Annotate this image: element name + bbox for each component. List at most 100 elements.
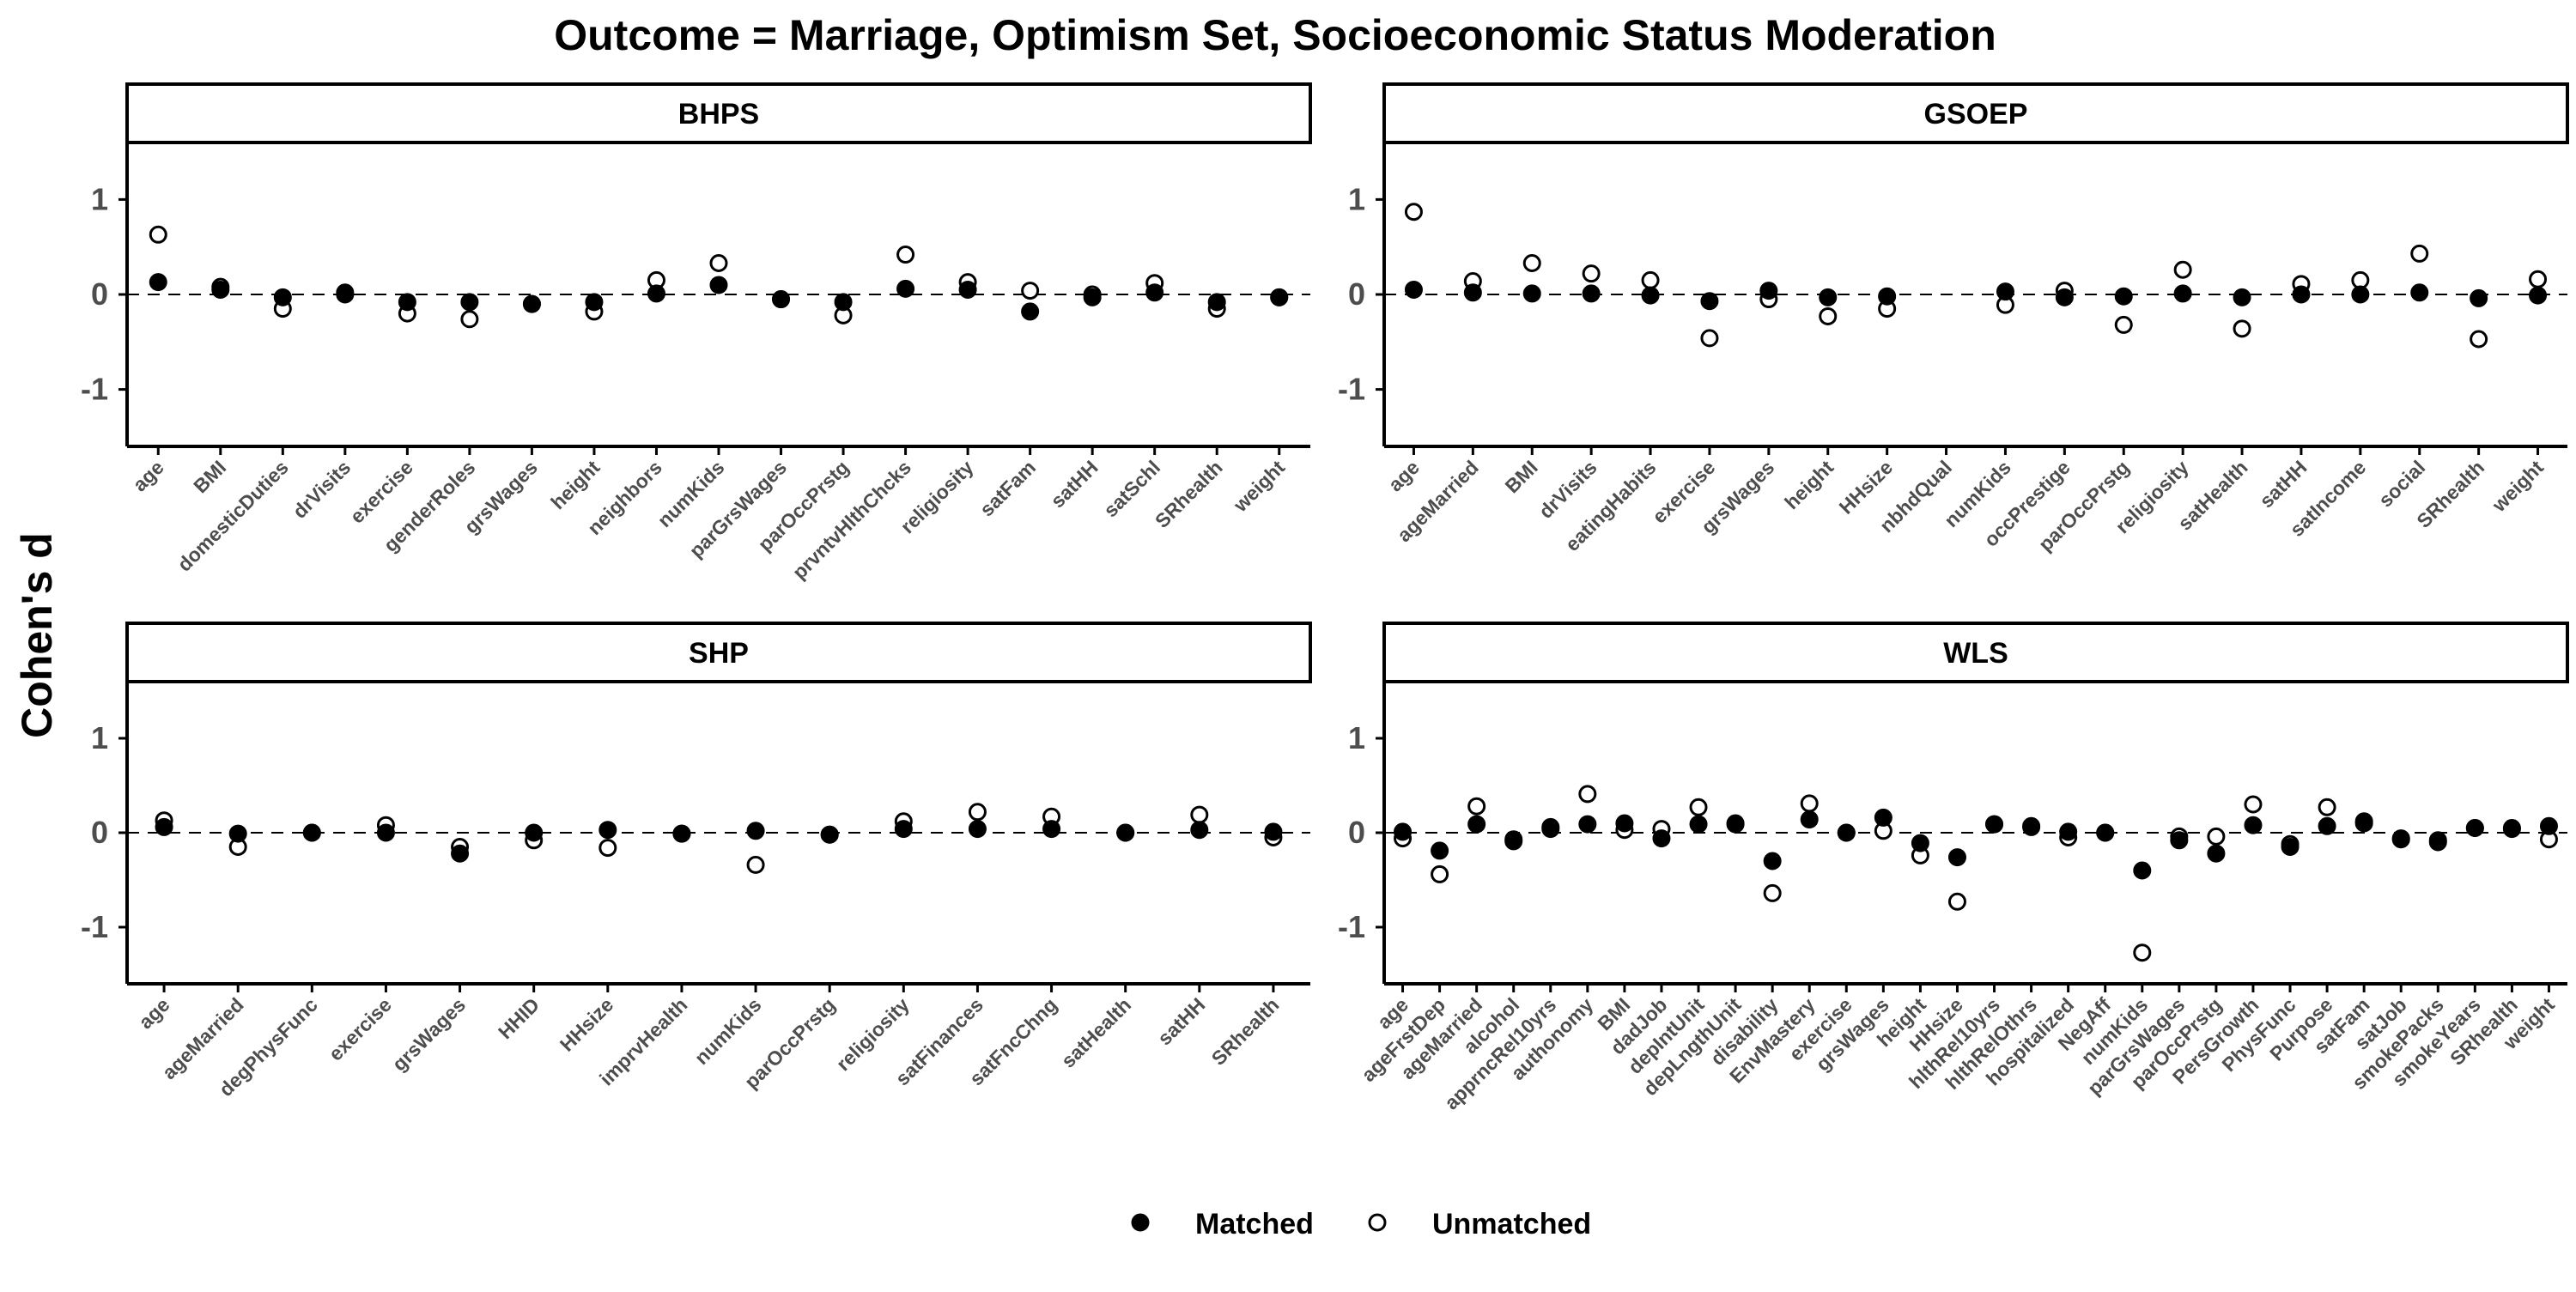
unmatched-point [2470, 330, 2488, 349]
matched-point [1763, 852, 1782, 870]
x-tick-label: SRhealth [1151, 456, 1227, 532]
matched-point [525, 823, 544, 842]
y-tick-label: 0 [1348, 815, 1365, 850]
x-tick-label: age [1384, 456, 1424, 495]
matched-point [1759, 282, 1778, 300]
x-tick-label: satHH [1046, 456, 1102, 512]
y-tick-label: 1 [1348, 181, 1365, 216]
matched-point [1541, 820, 1560, 839]
x-tick-label: prvntvHlthChcks [788, 456, 916, 584]
unmatched-point [896, 246, 915, 264]
unmatched-point [1947, 892, 1966, 911]
matched-point [820, 825, 839, 844]
matched-point [746, 822, 765, 840]
x-tick-label: numKids [690, 993, 766, 1069]
matched-point [894, 820, 913, 839]
x-tick-label: age [134, 993, 173, 1033]
matched-point [460, 293, 479, 312]
unmatched-point [1021, 282, 1040, 300]
unmatched-point [1641, 270, 1660, 289]
unmatched-point [1467, 797, 1486, 816]
matched-point [1947, 848, 1966, 867]
matched-point [2465, 819, 2484, 837]
matched-point [2292, 285, 2311, 304]
unmatched-point [460, 310, 479, 329]
y-tick-label: 0 [91, 276, 108, 312]
unmatched-point [968, 803, 987, 822]
matched-point [1083, 288, 1102, 306]
matched-point [958, 280, 977, 299]
unmatched-point [1700, 329, 1719, 348]
matched-point [1819, 288, 1838, 306]
unmatched-point [1578, 785, 1597, 804]
matched-point [1700, 292, 1719, 311]
matched-point [2318, 816, 2336, 835]
matched-point [155, 817, 173, 836]
matched-point [273, 288, 292, 306]
matched-point [1264, 822, 1283, 841]
matched-point [2233, 288, 2251, 306]
x-tick-label: satFam [975, 456, 1040, 520]
x-tick-label: HHID [494, 993, 544, 1043]
matched-point [1504, 832, 1523, 851]
y-tick-label: -1 [1338, 372, 1365, 407]
matched-point [2096, 823, 2115, 842]
unmatched-point [709, 253, 728, 272]
matched-point [2502, 820, 2521, 839]
unmatched-point [1800, 794, 1819, 813]
y-tick-label: 1 [91, 181, 108, 216]
matched-point [2022, 816, 2041, 835]
y-tick-label: 0 [91, 815, 108, 850]
unmatched-point [2173, 260, 2192, 279]
x-tick-label: SRhealth [1207, 993, 1284, 1070]
unmatched-point [1819, 306, 1838, 325]
x-tick-label: satHealth [1057, 993, 1136, 1072]
matched-point [1985, 815, 2004, 834]
matched-point [1911, 834, 1929, 852]
matched-point [376, 823, 395, 842]
matched-point [1190, 821, 1209, 840]
matched-point [834, 293, 853, 312]
unmatched-point [149, 225, 167, 244]
matched-point [968, 820, 987, 839]
panel-wls: WLS10-1ageageFrstDepageMarriedalcoholapp… [1338, 622, 2569, 1114]
legend-unmatched-label: Unmatched [1432, 1208, 1591, 1240]
facet-strip-label: BHPS [678, 98, 759, 130]
matched-point [1431, 841, 1449, 860]
matched-point [1467, 815, 1486, 834]
matched-point [1800, 810, 1819, 829]
y-tick-label: -1 [81, 372, 108, 407]
x-tick-label: social [2374, 456, 2430, 512]
matched-point [2354, 812, 2373, 831]
matched-point [2173, 284, 2192, 303]
unmatched-point [2233, 319, 2251, 338]
matched-point [1207, 293, 1226, 312]
unmatched-point [1404, 203, 1423, 221]
matched-point [336, 285, 355, 304]
matched-point [1878, 287, 1897, 306]
unmatched-point [1431, 864, 1449, 883]
matched-point [1641, 286, 1660, 305]
matched-point [2281, 838, 2300, 856]
matched-point [1404, 280, 1423, 299]
x-tick-label: HHsize [556, 993, 618, 1056]
matched-point [2539, 816, 2558, 835]
x-tick-label: BMI [189, 456, 230, 497]
matched-point [228, 824, 247, 843]
matched-point [1145, 283, 1164, 302]
matched-point [1578, 815, 1597, 834]
facet-strip-label: SHP [689, 637, 749, 670]
matched-point [2428, 833, 2447, 852]
unmatched-point [1582, 264, 1601, 283]
matched-point [2059, 822, 2078, 841]
matched-point [1394, 822, 1413, 841]
unmatched-point [1689, 798, 1708, 816]
unmatched-point [2207, 827, 2226, 846]
x-tick-label: height [1780, 456, 1838, 513]
matched-point [2133, 861, 2152, 880]
matched-point [598, 821, 617, 840]
x-tick-label: grsWages [388, 993, 471, 1076]
